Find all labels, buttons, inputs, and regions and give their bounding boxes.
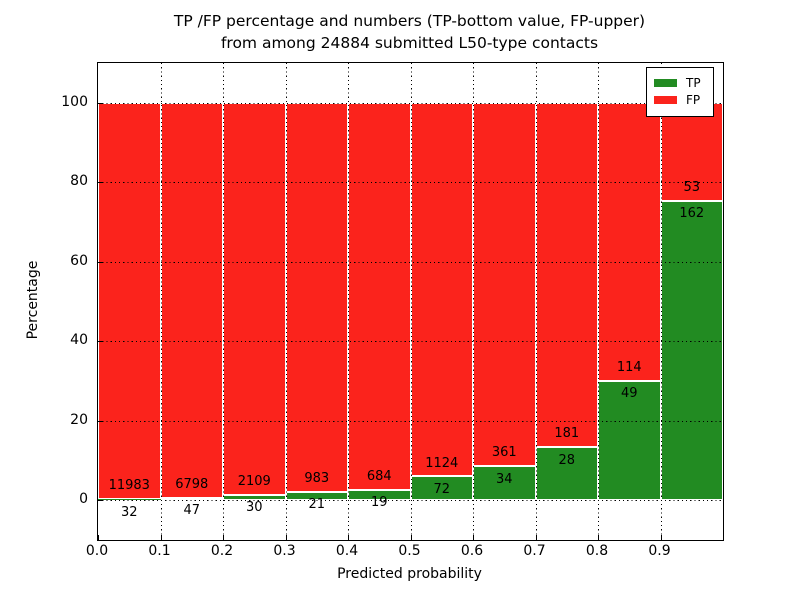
fp-color-swatch bbox=[654, 96, 677, 104]
bar-label-fp: 53 bbox=[683, 180, 701, 196]
x-tick-label: 0.6 bbox=[460, 543, 484, 559]
legend-item-fp: FP bbox=[654, 93, 706, 107]
legend-label-fp: FP bbox=[686, 93, 701, 107]
x-tick-label: 0.4 bbox=[335, 543, 359, 559]
legend: TP FP bbox=[646, 67, 714, 117]
y-tick-label: 100 bbox=[61, 93, 88, 110]
bar-label-fp: 361 bbox=[491, 445, 517, 461]
bar-tp-segment bbox=[598, 380, 661, 501]
x-tick-label: 0.3 bbox=[273, 543, 296, 559]
x-tick-label: 0.2 bbox=[210, 543, 234, 559]
x-tick bbox=[410, 535, 412, 540]
chart-title-line2: from among 24884 submitted L50-type cont… bbox=[220, 34, 599, 52]
bar-label-tp: 30 bbox=[245, 500, 263, 516]
grid-line-v bbox=[348, 63, 349, 540]
x-tick-label: 0.0 bbox=[85, 543, 109, 559]
y-tick bbox=[98, 261, 103, 263]
grid-line-v bbox=[660, 63, 662, 540]
y-tick bbox=[98, 420, 103, 422]
bar-fp-segment bbox=[223, 102, 286, 495]
bar-label-fp: 6798 bbox=[175, 476, 209, 492]
x-tick-label: 0.7 bbox=[523, 543, 546, 559]
x-tick-label: 0.9 bbox=[648, 543, 671, 559]
x-tick-label: 0.5 bbox=[398, 543, 421, 559]
x-tick bbox=[535, 535, 537, 540]
bar-label-tp: 72 bbox=[433, 481, 451, 497]
bar-label-fp: 11983 bbox=[108, 478, 150, 494]
x-tick bbox=[223, 535, 224, 540]
x-tick bbox=[98, 535, 99, 540]
bar-label-fp: 684 bbox=[366, 468, 392, 484]
bar-label-fp: 181 bbox=[554, 426, 580, 442]
legend-item-tp: TP bbox=[654, 76, 706, 90]
x-tick bbox=[348, 535, 349, 540]
bar-label-tp: 21 bbox=[308, 497, 326, 513]
grid-line-v bbox=[223, 63, 224, 540]
bar-tp-segment bbox=[473, 466, 536, 501]
chart-title-line1: TP /FP percentage and numbers (TP-bottom… bbox=[173, 12, 646, 30]
y-tick bbox=[98, 341, 103, 343]
bar-fp-segment bbox=[598, 102, 661, 381]
y-tick bbox=[98, 102, 103, 104]
bar-label-tp: 34 bbox=[495, 471, 513, 487]
y-tick bbox=[98, 182, 103, 184]
bar-tp-segment bbox=[98, 499, 161, 501]
grid-line-v bbox=[285, 63, 287, 540]
bar-label-fp: 1124 bbox=[425, 455, 459, 471]
legend-label-tp: TP bbox=[686, 76, 701, 90]
x-tick bbox=[660, 535, 662, 540]
x-tick-label: 0.1 bbox=[148, 543, 171, 559]
grid-line-v bbox=[535, 63, 537, 540]
x-tick bbox=[598, 535, 599, 540]
bar-fp-segment bbox=[473, 102, 536, 467]
x-tick bbox=[285, 535, 287, 540]
grid-line-v bbox=[473, 63, 474, 540]
bar-label-fp: 2109 bbox=[237, 473, 271, 489]
x-tick bbox=[473, 535, 474, 540]
y-tick-label: 60 bbox=[70, 252, 88, 269]
grid-line-v bbox=[598, 63, 599, 540]
bar-label-tp: 28 bbox=[558, 452, 576, 468]
bar-label-tp: 162 bbox=[679, 206, 705, 222]
bar-label-tp: 19 bbox=[370, 495, 388, 511]
bar-tp-segment bbox=[660, 200, 723, 501]
bar-label-tp: 47 bbox=[183, 503, 201, 519]
x-axis-label: Predicted probability bbox=[337, 566, 482, 582]
bar-fp-segment bbox=[285, 102, 348, 492]
y-tick-label: 80 bbox=[70, 173, 88, 190]
bar-fp-segment bbox=[535, 102, 598, 447]
grid-line-v bbox=[410, 63, 412, 540]
bar-label-fp: 114 bbox=[616, 360, 642, 376]
bar-fp-segment bbox=[160, 102, 223, 498]
bar-fp-segment bbox=[348, 102, 411, 490]
bar-label-fp: 983 bbox=[304, 471, 330, 487]
y-axis-label: Percentage bbox=[25, 260, 41, 340]
y-tick-label: 20 bbox=[70, 411, 88, 428]
bar-label-tp: 49 bbox=[620, 386, 638, 402]
y-tick bbox=[98, 500, 103, 502]
tp-color-swatch bbox=[654, 79, 677, 87]
x-tick bbox=[160, 535, 162, 540]
bar-fp-segment bbox=[98, 102, 161, 500]
plot-area: TP FP 11983 32 6798 47 2109 30 983 21 684 19 1124 7… bbox=[97, 62, 724, 541]
grid-line-v bbox=[160, 63, 162, 540]
bar-label-tp: 32 bbox=[120, 504, 138, 520]
x-tick-label: 0.8 bbox=[585, 543, 609, 559]
y-tick-label: 0 bbox=[79, 491, 88, 508]
y-tick-label: 40 bbox=[70, 332, 88, 349]
